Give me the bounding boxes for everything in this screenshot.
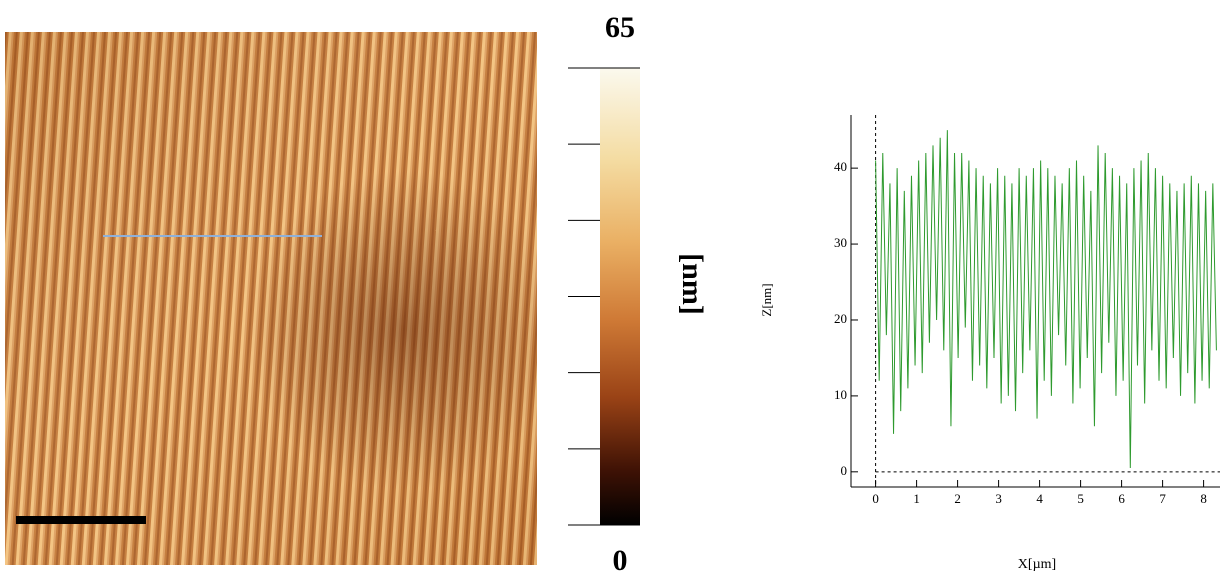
x-tick-label: 0: [872, 491, 879, 506]
y-tick-label: 10: [834, 387, 847, 402]
colorbar: [nm] 0 65: [568, 11, 709, 576]
profile-line: [875, 130, 1217, 469]
x-axis-title: X[µm]: [1018, 557, 1056, 572]
x-tick-label: 8: [1200, 491, 1207, 506]
profile-chart: Z[nm] X[µm] 0 10 20 30 40 0 1 2 3 4 5 6 7 8: [759, 115, 1220, 572]
afm-defect: [5, 32, 537, 565]
x-tick-label: 6: [1118, 491, 1125, 506]
x-tick-label: 3: [995, 491, 1002, 506]
x-tick-label: 5: [1077, 491, 1084, 506]
colorbar-tick-label: 65: [605, 11, 635, 44]
x-tick-label: 4: [1036, 491, 1043, 506]
x-tick-label: 7: [1159, 491, 1166, 506]
colorbar-label: [nm]: [676, 253, 709, 315]
colorbar-tick-label: 0: [613, 544, 628, 576]
x-tick-label: 1: [913, 491, 920, 506]
y-tick-label: 40: [834, 159, 847, 174]
x-tick-label: 2: [954, 491, 961, 506]
y-axis-title: Z[nm]: [759, 283, 774, 316]
y-tick-label: 20: [834, 311, 847, 326]
colorbar-gradient: [600, 68, 640, 525]
y-tick-label: 30: [834, 235, 847, 250]
afm-image: [5, 32, 537, 565]
y-tick-label: 0: [841, 463, 848, 478]
